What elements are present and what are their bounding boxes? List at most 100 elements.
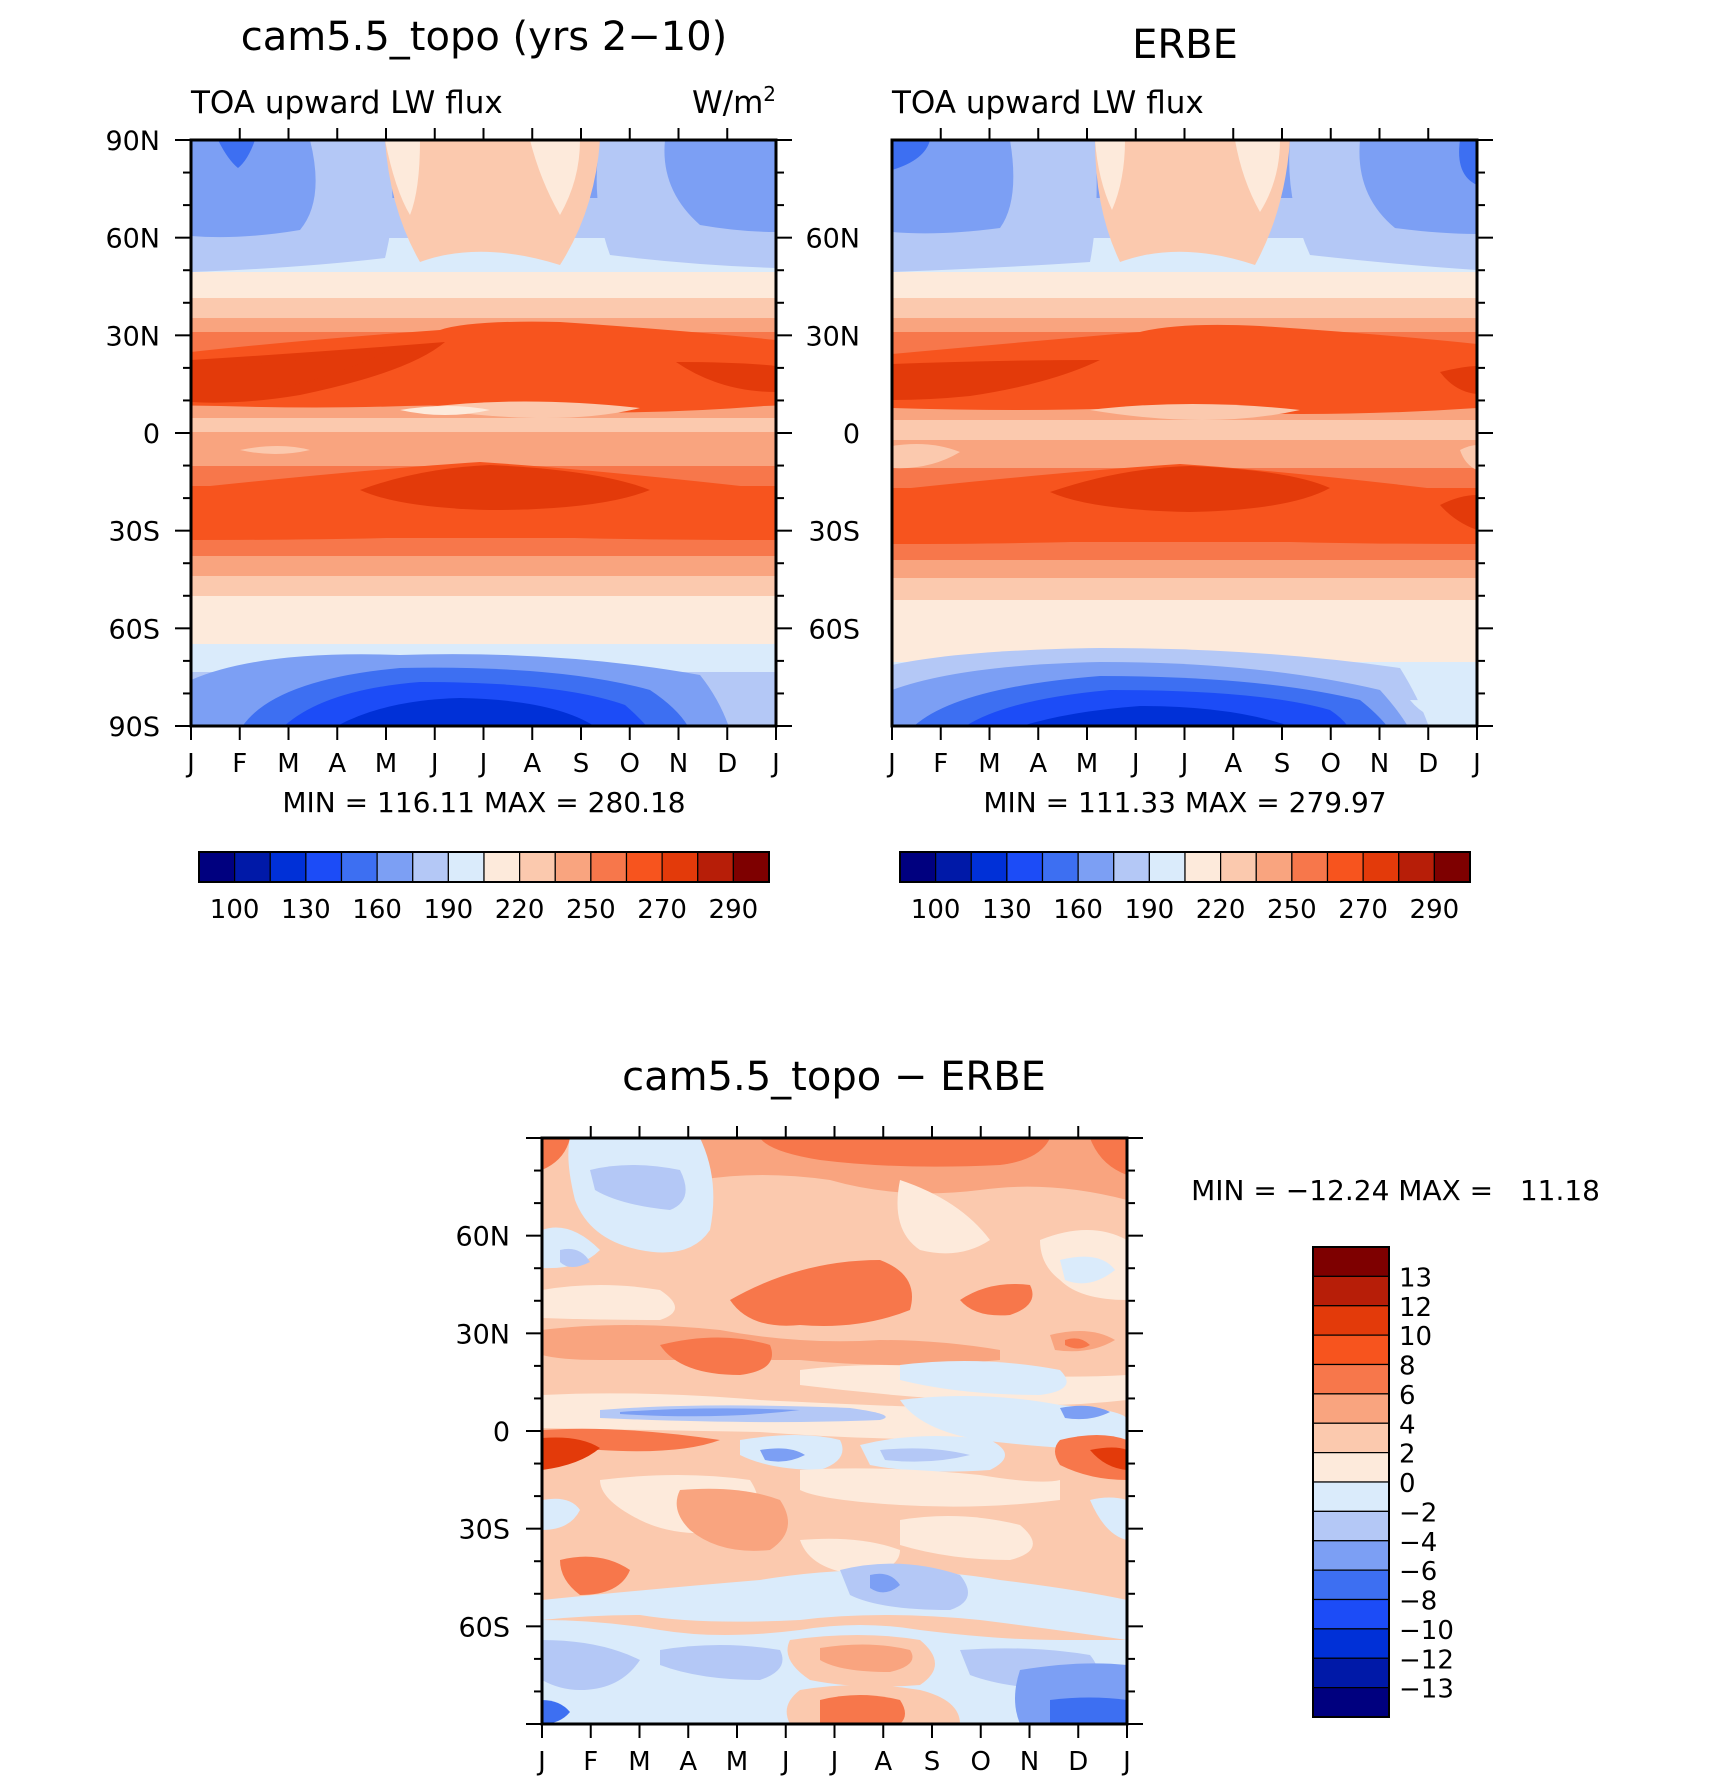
band-35 <box>191 298 776 320</box>
y-tick-label: 30N <box>105 321 160 352</box>
colorbar-swatch <box>1291 851 1329 883</box>
panel-obs: ERBE TOA upward LW flux <box>805 22 1493 925</box>
y-tick-label: 0 <box>143 419 160 450</box>
x-tick-label: F <box>232 749 247 779</box>
x-tick-label: A <box>328 749 346 779</box>
colorbar-swatch <box>1312 1246 1390 1277</box>
colorbar-swatch <box>1006 851 1044 883</box>
x-tick-label: S <box>924 1747 941 1777</box>
y-tick-label: 60S <box>109 614 161 645</box>
y-tick-label: 30S <box>459 1515 511 1546</box>
colorbar-label: 220 <box>495 895 545 925</box>
colorbar-outline <box>198 851 770 883</box>
colorbar-swatch <box>1312 1334 1390 1366</box>
colorbar-swatch <box>1312 1540 1390 1571</box>
colorbar-label: 250 <box>1267 895 1317 925</box>
colorbar-swatch <box>1312 1422 1390 1454</box>
band-6 <box>191 418 776 434</box>
colorbar-label: 220 <box>1196 895 1246 925</box>
colorbar-label: 290 <box>709 895 759 925</box>
colorbar-label: −8 <box>1399 1587 1437 1617</box>
colorbar-swatch <box>1398 851 1435 883</box>
x-tick-label: D <box>1068 1747 1088 1777</box>
band-s42 <box>191 576 776 598</box>
x-tick-label: A <box>1224 749 1242 779</box>
colorbar-label: 10 <box>1399 1322 1432 1352</box>
x-tick-label: S <box>1274 749 1291 779</box>
colorbar-label: −2 <box>1399 1498 1437 1528</box>
colorbar-swatch <box>899 851 937 883</box>
panel-diff-stats: MIN = −12.24 MAX = 11.18 <box>1191 1174 1600 1207</box>
colorbar-swatch <box>1312 1393 1390 1424</box>
colorbar-label: 8 <box>1399 1352 1416 1382</box>
x-tick-label: J <box>1121 1747 1131 1777</box>
y-tick-label: 0 <box>493 1417 510 1448</box>
colorbar-swatch <box>1362 851 1400 883</box>
colorbar-label: −4 <box>1399 1528 1437 1558</box>
colorbar-label: 13 <box>1399 1263 1432 1293</box>
panel-obs-variable-label: TOA upward LW flux <box>891 85 1204 121</box>
y-tick-label: 30S <box>109 517 161 548</box>
x-tick-label: F <box>583 1747 598 1777</box>
colorbar-label: 0 <box>1399 1469 1416 1499</box>
colorbar-label: −13 <box>1399 1675 1454 1705</box>
colorbar-swatch <box>519 851 556 883</box>
colorbar-swatch <box>661 851 699 883</box>
x-tick-label: J <box>536 1747 546 1777</box>
x-tick-label: A <box>1029 749 1047 779</box>
panel-model-ticks <box>175 128 792 740</box>
colorbar-label: 130 <box>982 895 1032 925</box>
colorbar-swatch <box>1041 851 1079 883</box>
x-tick-label: O <box>971 1747 991 1777</box>
colorbar-outline <box>899 851 1471 883</box>
panel-model-variable-label: TOA upward LW flux <box>190 85 503 121</box>
colorbar-swatch <box>1077 851 1115 883</box>
band-s36 <box>191 556 776 578</box>
panel-model: cam5.5_topo (yrs 2−10) TOA upward LW flu… <box>105 14 792 925</box>
y-tick-label: 90S <box>109 712 161 743</box>
band-s30 <box>191 538 776 558</box>
colorbar-swatch <box>1312 1363 1390 1395</box>
colorbar-swatch <box>1148 851 1186 883</box>
colorbar-swatch <box>1312 1305 1390 1336</box>
x-tick-label: D <box>717 749 737 779</box>
y-tick-label: 60N <box>805 224 860 255</box>
panel-model-stats: MIN = 116.11 MAX = 280.18 <box>282 786 685 819</box>
x-tick-label: J <box>780 1747 790 1777</box>
colorbar-label: 160 <box>352 895 402 925</box>
colorbar-swatch <box>1312 1598 1390 1630</box>
x-tick-label: M <box>628 1747 650 1777</box>
x-tick-label: F <box>933 749 948 779</box>
y-tick-label: 60S <box>809 614 861 645</box>
colorbar-swatch <box>970 851 1008 883</box>
colorbar-swatch <box>1113 851 1150 883</box>
x-tick-label: N <box>1370 749 1389 779</box>
colorbar-swatch <box>590 851 628 883</box>
colorbar-label: 290 <box>1410 895 1460 925</box>
y-tick-label: 90N <box>105 126 160 157</box>
colorbar-swatch <box>935 851 972 883</box>
x-tick-label: N <box>1020 1747 1039 1777</box>
y-tick-label: 0 <box>843 419 860 450</box>
x-tick-label: M <box>1076 749 1098 779</box>
colorbar-label: 12 <box>1399 1293 1432 1323</box>
panel-model-field <box>191 140 776 726</box>
colorbar-label: −12 <box>1399 1645 1454 1675</box>
panel-diff: cam5.5_topo − ERBE <box>455 1054 1600 1777</box>
panel-model-title: cam5.5_topo (yrs 2−10) <box>241 14 728 60</box>
colorbar-swatch <box>376 851 414 883</box>
x-tick-label: A <box>874 1747 892 1777</box>
x-tick-label: J <box>1130 749 1140 779</box>
y-tick-label: 30N <box>805 321 860 352</box>
colorbar-swatch <box>1312 1275 1390 1307</box>
colorbar-swatch <box>412 851 449 883</box>
colorbar-swatch <box>1312 1569 1390 1601</box>
colorbar-swatch <box>198 851 236 883</box>
colorbar-swatch <box>234 851 271 883</box>
colorbar-swatch <box>1312 1628 1390 1659</box>
panel-obs-ticks <box>891 128 1493 740</box>
y-tick-label: 60S <box>459 1612 511 1643</box>
panel-obs-title: ERBE <box>1132 22 1238 68</box>
